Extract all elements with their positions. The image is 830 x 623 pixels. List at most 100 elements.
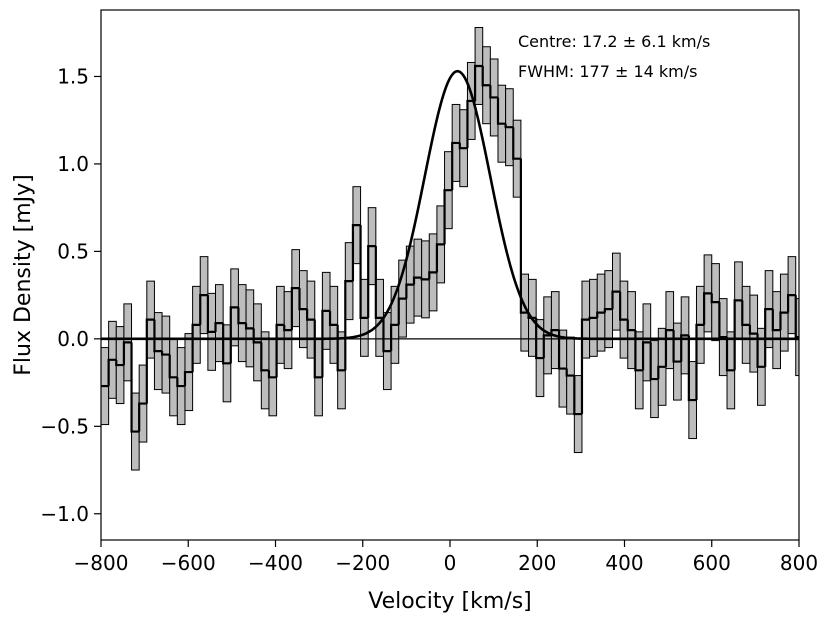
spectrum-bin xyxy=(275,323,285,378)
ticks-group: −800 −600 −400 −200 0 200 400 600 800 −1.0 −0.5 0.0… xyxy=(40,64,818,575)
spectrum-bin xyxy=(237,307,247,325)
x-tick-label: 400 xyxy=(605,551,643,575)
spectrum-bin xyxy=(267,370,277,379)
spectrum-bin xyxy=(489,85,498,99)
spectrum-bin xyxy=(519,158,529,314)
spectrum-bin xyxy=(153,319,163,353)
spectrum-bin xyxy=(222,323,231,365)
spectrum-bin xyxy=(298,288,308,311)
spectrum-bin xyxy=(405,283,415,299)
y-tick-label: 0.0 xyxy=(57,327,89,351)
annotation-centre: Centre: 17.2 ± 6.1 km/s xyxy=(518,32,710,51)
spectrum-bin xyxy=(748,324,758,335)
spectrum-bin xyxy=(611,290,621,310)
spectrum-bin xyxy=(680,334,689,362)
y-axis-title: Flux Density [mJy] xyxy=(11,174,36,375)
spectrum-bin xyxy=(122,341,132,366)
x-tick-label: −600 xyxy=(161,551,216,575)
spectrum-bin xyxy=(779,311,789,331)
spectrum-bin xyxy=(565,368,575,377)
spectrum-bin xyxy=(260,342,269,372)
spectrum-bin xyxy=(420,277,430,281)
y-tick-label: −0.5 xyxy=(40,414,89,438)
spectrum-bin xyxy=(229,306,239,364)
x-tick-label: 600 xyxy=(693,551,731,575)
spectrum-bin xyxy=(214,322,224,332)
x-tick-label: 800 xyxy=(780,551,818,575)
spectrum-bin xyxy=(672,330,682,363)
spectrum-bin xyxy=(512,127,521,160)
spectrum-bin xyxy=(183,370,193,387)
spectrum-bin xyxy=(290,287,300,331)
spectrum-bin xyxy=(664,328,674,367)
spectrum-bin xyxy=(321,309,331,378)
spectrum-bin xyxy=(573,375,582,416)
spectrum-bin xyxy=(244,323,254,330)
spectrum-bin xyxy=(496,97,506,125)
spectrum-bin xyxy=(374,246,384,319)
spectrum-bin xyxy=(359,225,369,319)
spectrum-bin xyxy=(580,318,590,415)
y-tick-label: −1.0 xyxy=(40,502,89,526)
spectrum-bin xyxy=(718,302,728,339)
spectrum-bin xyxy=(145,318,155,404)
x-tick-label: −200 xyxy=(335,551,390,575)
spectrum-bin xyxy=(176,377,185,388)
spectrum-bin xyxy=(641,341,651,371)
y-tick-label: 0.5 xyxy=(57,239,89,263)
spectrum-bin xyxy=(771,309,781,332)
spectrum-bin xyxy=(344,280,353,371)
spectrum-bin xyxy=(367,245,376,318)
spectrum-bin xyxy=(725,337,735,372)
spectrum-bin xyxy=(351,224,361,282)
spectrum-bin xyxy=(397,297,407,325)
spectrum-bin xyxy=(603,308,613,313)
spectrum-bin xyxy=(733,299,743,371)
spectrum-bin xyxy=(657,365,666,380)
spectrum-bin xyxy=(695,323,705,401)
x-tick-label: 0 xyxy=(444,551,457,575)
spectrum-bin xyxy=(481,65,491,87)
spectrum-bin xyxy=(596,311,605,318)
spectrum-bin xyxy=(130,342,140,433)
spectrum-bin xyxy=(199,294,208,325)
x-tick-label: −400 xyxy=(248,551,303,575)
spectrum-bin xyxy=(252,328,262,344)
uncertainty-band-group xyxy=(101,26,799,471)
annotation-fwhm: FWHM: 177 ± 14 km/s xyxy=(518,62,697,81)
y-tick-label: 1.0 xyxy=(57,152,89,176)
spectrum-bin xyxy=(428,271,437,280)
spectrum-bin xyxy=(619,291,628,321)
spectrum-bin xyxy=(115,359,124,367)
spectrum-bin xyxy=(634,330,644,372)
spectrum-bin xyxy=(443,189,453,245)
x-tick-label: 200 xyxy=(518,551,556,575)
spectrum-bin xyxy=(451,141,460,191)
spectrum-bin xyxy=(703,292,712,325)
spectrum-bin xyxy=(687,335,697,402)
spectrum-bin xyxy=(435,243,445,273)
spectrum-group xyxy=(101,64,799,433)
spectrum-bin xyxy=(138,402,147,432)
spectrum-bin xyxy=(626,319,636,332)
spectrum-bin xyxy=(542,334,552,359)
spectrum-bin xyxy=(336,324,346,372)
spectrum-bin xyxy=(328,310,338,326)
spectrum-bin xyxy=(794,295,799,339)
spectrum-bin xyxy=(382,317,392,353)
spectrum-bin xyxy=(160,351,170,356)
gaussian-fit-line xyxy=(101,69,799,341)
spectrum-bin xyxy=(412,276,422,285)
spectrum-bin xyxy=(191,323,201,373)
spectrum-bin xyxy=(283,324,292,332)
spectrum-bin xyxy=(473,64,483,101)
spectrum-bin xyxy=(756,333,766,368)
spectrum-bin xyxy=(649,342,659,381)
spectrum-bin xyxy=(107,358,117,387)
spectrum-bin xyxy=(535,317,544,360)
spectrum-bin xyxy=(588,316,598,320)
spectrum-bin xyxy=(306,309,315,321)
spectrum-bin xyxy=(741,300,750,326)
spectrum-bin xyxy=(206,295,216,333)
